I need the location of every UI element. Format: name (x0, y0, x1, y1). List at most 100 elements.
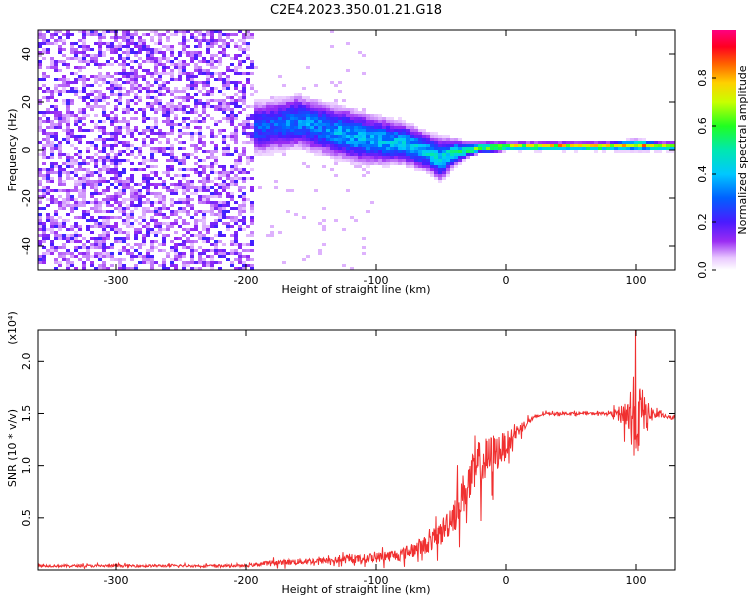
spectrogram-cell (82, 129, 86, 132)
spectrogram-cell (122, 168, 126, 171)
spectrogram-cell (82, 39, 86, 42)
spectrogram-cell (238, 123, 242, 126)
spectrogram-cell (182, 141, 186, 144)
spectrogram-cell (202, 120, 206, 123)
spectrogram-cell (114, 162, 118, 165)
spectrogram-cell (62, 33, 66, 36)
spectrogram-cell (254, 99, 258, 102)
spectrogram-cell (106, 87, 110, 90)
spectrogram-cell (350, 120, 354, 123)
spectrogram-cell (54, 210, 58, 213)
spectrogram-cell (158, 60, 162, 63)
spectrogram-cell (626, 141, 630, 144)
spectrogram-cell (98, 240, 102, 243)
spectrogram-cell (90, 30, 94, 33)
spectrogram-cell (326, 105, 330, 108)
spectrogram-cell (42, 33, 46, 36)
spectrogram-cell (82, 57, 86, 60)
spectrogram-cell (326, 111, 330, 114)
spectrogram-cell (206, 90, 210, 93)
spectrogram-cell (70, 102, 74, 105)
spectrogram-cell (374, 138, 378, 141)
spectrogram-cell (74, 72, 78, 75)
spectrogram-cell (290, 129, 294, 132)
spectrogram-cell (418, 159, 422, 162)
spectrogram-cell (126, 72, 130, 75)
spectrogram-cell (90, 192, 94, 195)
spectrogram-cell (270, 120, 274, 123)
spectrogram-cell (66, 192, 70, 195)
spectrogram-cell (138, 96, 142, 99)
spectrogram-cell (314, 132, 318, 135)
spectrogram-cell (378, 117, 382, 120)
spectrogram-cell (70, 210, 74, 213)
spectrogram-cell (74, 114, 78, 117)
spectrogram-cell (38, 255, 42, 258)
spectrogram-cell (470, 147, 474, 150)
spectrogram-cell (50, 219, 54, 222)
spectrogram-cell (266, 123, 270, 126)
spectrogram-cell (54, 171, 58, 174)
spectrogram-cell (286, 105, 290, 108)
spectrogram-cell (98, 222, 102, 225)
spectrogram-cell (146, 225, 150, 228)
spectrogram-cell (110, 183, 114, 186)
spectrogram-cell (62, 183, 66, 186)
spectrogram-cell (66, 165, 70, 168)
spectrogram-cell (106, 216, 110, 219)
spectrogram-cell (254, 117, 258, 120)
spectrogram-cell (390, 126, 394, 129)
spectrogram-cell (90, 54, 94, 57)
spectrogram-cell (122, 189, 126, 192)
spectrogram-cell (158, 57, 162, 60)
spectrogram-cell (190, 87, 194, 90)
spectrogram-cell (186, 75, 190, 78)
spectrogram-cell (206, 30, 210, 33)
spectrogram-cell (194, 126, 198, 129)
spectrogram-cell (222, 213, 226, 216)
spectrogram-cell (110, 111, 114, 114)
spectrogram-cell (238, 252, 242, 255)
spectrogram-cell (226, 171, 230, 174)
spectrogram-cell (38, 222, 42, 225)
spectrogram-cell (362, 120, 366, 123)
spectrogram-cell (198, 147, 202, 150)
spectrogram-cell (402, 132, 406, 135)
spectrogram-cell (554, 141, 558, 144)
spectrogram-cell (330, 120, 334, 123)
spectrogram-cell (46, 141, 50, 144)
spectrogram-cell (194, 81, 198, 84)
spectrogram-cell (358, 141, 362, 144)
spectrogram-cell (182, 198, 186, 201)
spectrogram-cell (302, 123, 306, 126)
spectrogram-cell (358, 153, 362, 156)
spectrogram-cell (62, 54, 66, 57)
spectrogram-cell (122, 117, 126, 120)
spectrogram-cell (114, 36, 118, 39)
spectrogram-cell (222, 42, 226, 45)
spectrogram-cell (186, 132, 190, 135)
spectrogram-cell (142, 213, 146, 216)
spectrogram-cell (342, 228, 346, 231)
spectrogram-cell (46, 168, 50, 171)
spectrogram-cell (58, 252, 62, 255)
spectrogram-cell (534, 141, 538, 144)
spectrogram-cell (50, 171, 54, 174)
spectrogram-cell (546, 147, 550, 150)
spectrogram-cell (346, 147, 350, 150)
spectrogram-cell (158, 135, 162, 138)
spectrogram-cell (182, 147, 186, 150)
spectrogram-cell (174, 57, 178, 60)
spectrogram-cell (366, 135, 370, 138)
spectrogram-cell (190, 57, 194, 60)
spectrogram-cell (62, 81, 66, 84)
spectrogram-cell (666, 144, 670, 147)
spectrogram-cell (454, 141, 458, 144)
spectrogram-cell (418, 147, 422, 150)
spectrogram-cell (242, 177, 246, 180)
spectrogram-cell (354, 132, 358, 135)
spectrogram-cell (94, 57, 98, 60)
spectrogram-cell (278, 231, 282, 234)
spectrogram-cell (54, 108, 58, 111)
spectrogram-cell (214, 156, 218, 159)
